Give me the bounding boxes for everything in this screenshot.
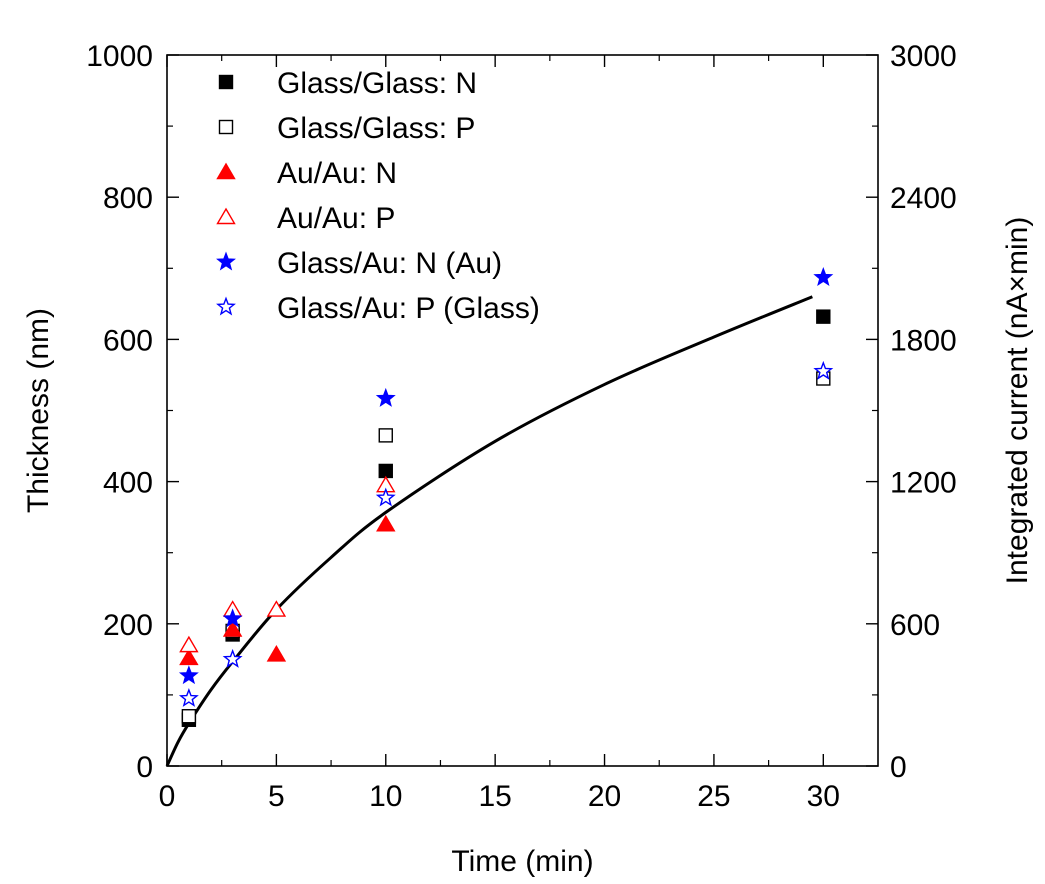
data-point: [179, 635, 199, 653]
y2-tick-label: 2400: [890, 182, 957, 215]
y2-tick-label: 600: [890, 609, 940, 642]
legend-label: Glass/Glass: N: [277, 67, 477, 100]
x-axis-title: Time (min): [451, 845, 593, 878]
y-tick-label: 400: [103, 467, 153, 500]
x-tick-label: 0: [159, 780, 176, 813]
data-point: [378, 463, 393, 479]
legend-label: Glass/Glass: P: [277, 112, 475, 145]
axis-ticks: 0 5 10 15 20 25 30 0 200 400 600 800 1000 0 600 1200 180…: [86, 40, 957, 813]
data-point: [266, 644, 287, 662]
legend-marker: [216, 251, 236, 271]
data-point: [178, 665, 199, 685]
legend-marker: [218, 119, 234, 135]
data-point: [816, 309, 831, 324]
data-points-layer: [178, 267, 834, 727]
legend-marker: [216, 296, 236, 316]
legend-label: Glass/Au: P (Glass): [277, 292, 540, 325]
data-point: [813, 360, 834, 380]
y-tick-label: 1000: [86, 40, 153, 73]
y-tick-label: 200: [103, 609, 153, 642]
legend-marker: [218, 74, 234, 90]
data-point: [222, 648, 243, 668]
y2-tick-label: 1200: [890, 467, 957, 500]
legend: Glass/Glass: N Glass/Glass: P Au/Au: N Au/A…: [216, 67, 540, 325]
x-tick-label: 25: [697, 780, 730, 813]
y-axis-title: Thickness (nm): [22, 308, 55, 513]
legend-label: Au/Au: N: [277, 157, 397, 190]
data-point: [179, 648, 199, 666]
legend-label: Au/Au: P: [277, 202, 395, 235]
data-point: [178, 687, 199, 707]
y2-tick-label: 0: [890, 751, 907, 784]
legend-marker: [216, 162, 236, 180]
data-point: [375, 487, 396, 507]
y2-axis-title: Integrated current (nA×min): [1001, 217, 1034, 585]
x-tick-label: 5: [268, 780, 285, 813]
y-tick-label: 800: [103, 182, 153, 215]
data-point: [266, 600, 287, 617]
data-point: [378, 428, 393, 443]
x-tick-label: 15: [478, 780, 511, 813]
legend-label: Glass/Au: N (Au): [277, 247, 502, 280]
data-point: [376, 514, 396, 532]
data-point: [813, 267, 834, 287]
x-tick-label: 10: [369, 780, 402, 813]
data-point: [181, 709, 197, 724]
y2-tick-label: 3000: [890, 40, 957, 73]
data-point: [375, 387, 396, 407]
data-point: [222, 608, 243, 628]
data-point: [222, 620, 243, 637]
legend-marker: [216, 207, 236, 225]
y2-tick-label: 1800: [890, 324, 957, 357]
x-tick-label: 30: [807, 780, 840, 813]
x-tick-label: 20: [588, 780, 621, 813]
y-tick-label: 600: [103, 324, 153, 357]
y-tick-label: 0: [136, 751, 153, 784]
